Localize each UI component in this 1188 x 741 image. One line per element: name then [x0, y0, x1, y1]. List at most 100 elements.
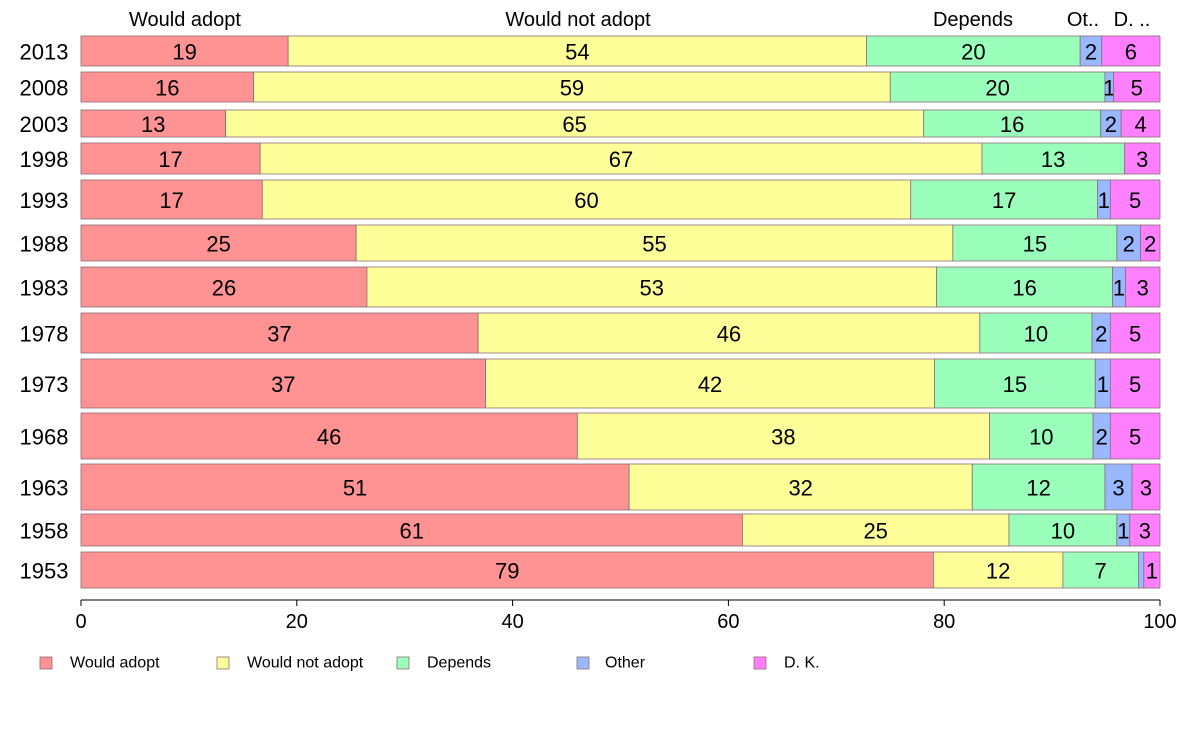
x-tick-label: 40 — [501, 611, 523, 633]
data-label: 15 — [1023, 232, 1047, 257]
category-label: 1968 — [20, 425, 69, 450]
category-label: 1988 — [20, 232, 69, 257]
category-label: 2008 — [20, 76, 69, 101]
data-label: 37 — [267, 322, 291, 347]
bar-segment — [80, 312, 479, 354]
x-tick-label: 60 — [717, 611, 739, 633]
data-label: 51 — [343, 476, 367, 501]
data-label: 6 — [1125, 40, 1137, 65]
data-label: 38 — [771, 425, 795, 450]
x-tick-label: 20 — [286, 611, 308, 633]
data-label: 5 — [1129, 372, 1141, 397]
category-label: 1983 — [20, 276, 69, 301]
data-label: 25 — [206, 232, 230, 257]
bar-segment — [1131, 463, 1161, 511]
data-label: 17 — [159, 188, 183, 213]
data-label: 20 — [985, 76, 1009, 101]
legend-swatch — [39, 656, 53, 670]
bar-segment — [80, 266, 368, 308]
bar-segment — [1125, 266, 1161, 308]
data-label: 17 — [992, 188, 1016, 213]
bar-segment — [1129, 513, 1161, 547]
x-tick-label: 80 — [933, 611, 955, 633]
data-label: 3 — [1140, 476, 1152, 501]
bar-segment — [80, 35, 289, 67]
bar-segment — [1113, 71, 1161, 103]
data-label: 2 — [1095, 322, 1107, 347]
category-label: 1958 — [20, 519, 69, 544]
data-label: 42 — [698, 372, 722, 397]
bar-segment — [1109, 358, 1161, 409]
bar-segment — [80, 224, 357, 262]
data-label: 13 — [141, 112, 165, 137]
x-tick-label: 100 — [1143, 611, 1176, 633]
data-label: 16 — [1000, 112, 1024, 137]
data-label: 12 — [986, 559, 1010, 584]
bar-segment — [80, 179, 263, 220]
data-label: 15 — [1003, 372, 1027, 397]
data-label: 16 — [1012, 276, 1036, 301]
bar-segment — [1109, 412, 1161, 460]
legend-label: Would not adopt — [247, 655, 364, 672]
bar-segment — [1104, 463, 1133, 511]
data-label: 12 — [1026, 476, 1050, 501]
data-label: 54 — [565, 40, 589, 65]
bar-segment — [1120, 109, 1161, 138]
data-label: 5 — [1131, 76, 1143, 101]
data-label: 4 — [1134, 112, 1146, 137]
bar-segment — [979, 312, 1093, 354]
data-label: 53 — [640, 276, 664, 301]
data-label: 3 — [1112, 476, 1124, 501]
data-label: 3 — [1139, 519, 1151, 544]
data-label: 5 — [1129, 188, 1141, 213]
bar-segment — [866, 35, 1081, 67]
data-label: 5 — [1129, 322, 1141, 347]
bar-segment — [80, 551, 934, 589]
category-label: 1963 — [20, 476, 69, 501]
legend-swatch — [216, 656, 230, 670]
bar-segment — [261, 179, 912, 220]
bar-segment — [355, 224, 954, 262]
data-label: 7 — [1095, 559, 1107, 584]
bar-segment — [80, 412, 578, 460]
bar-segment — [80, 109, 226, 138]
bar-segment — [80, 71, 255, 103]
bar-segment — [1138, 551, 1145, 589]
bar-segment — [485, 358, 935, 409]
data-label: 55 — [642, 232, 666, 257]
data-label: 10 — [1029, 425, 1053, 450]
bar-segment — [1140, 224, 1161, 262]
data-label: 10 — [1024, 322, 1048, 347]
data-label: 65 — [562, 112, 586, 137]
data-label: 2 — [1085, 40, 1097, 65]
bar-segment — [225, 109, 925, 138]
data-label: 13 — [1041, 147, 1065, 172]
data-label: 19 — [172, 40, 196, 65]
data-label: 79 — [495, 559, 519, 584]
bar-segment — [80, 358, 487, 409]
data-label: 61 — [399, 519, 423, 544]
bar-segment — [1101, 35, 1161, 67]
data-label: 2 — [1105, 112, 1117, 137]
data-label: 16 — [155, 76, 179, 101]
legend-swatch — [753, 656, 767, 670]
bar-segment — [628, 463, 973, 511]
category-label: 1978 — [20, 322, 69, 347]
legend-label: D. K. — [784, 655, 820, 672]
bar-segment — [366, 266, 938, 308]
legend-label: Would adopt — [70, 655, 160, 672]
data-label: 25 — [863, 519, 887, 544]
data-label: 1 — [1117, 519, 1129, 544]
data-label: 5 — [1129, 425, 1141, 450]
category-label: 1953 — [20, 559, 69, 584]
category-label: 1998 — [20, 147, 69, 172]
bar-segment — [287, 35, 867, 67]
top-series-label: Depends — [933, 9, 1013, 31]
category-label: 2003 — [20, 112, 69, 137]
bar-segment — [933, 551, 1064, 589]
top-series-label: D. .. — [1114, 9, 1151, 31]
bar-segment — [253, 71, 891, 103]
data-label: 17 — [158, 147, 182, 172]
data-label: 1 — [1103, 76, 1115, 101]
category-label: 1993 — [20, 188, 69, 213]
